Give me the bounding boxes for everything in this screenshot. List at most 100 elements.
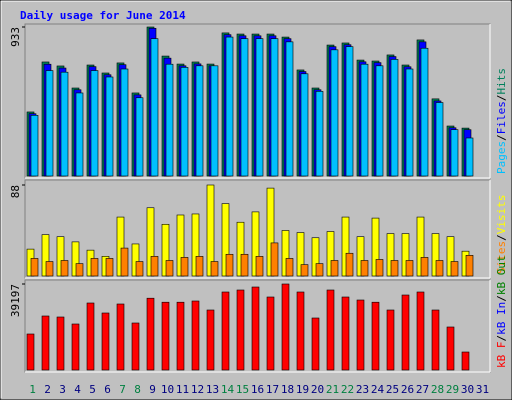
bar	[386, 233, 395, 277]
bar	[146, 297, 155, 371]
bar	[251, 211, 260, 277]
bar	[56, 316, 65, 371]
bar	[420, 47, 429, 177]
bar	[75, 263, 84, 277]
bar	[401, 294, 410, 371]
bar	[431, 309, 440, 371]
bar	[450, 261, 459, 277]
bar	[135, 97, 144, 177]
bar	[255, 38, 264, 177]
bar	[285, 258, 294, 277]
bar	[75, 92, 84, 177]
bar	[131, 243, 140, 277]
bar	[375, 259, 384, 277]
legend-separator: /	[495, 234, 508, 241]
bar	[161, 223, 170, 277]
bar	[60, 260, 69, 277]
x-tick-label: 3	[59, 383, 66, 396]
x-tick-label: 11	[176, 383, 189, 396]
x-tick-label: 6	[104, 383, 111, 396]
x-tick-label: 23	[356, 383, 369, 396]
legend-entry: Hits	[495, 68, 508, 95]
legend-separator: /	[495, 335, 508, 342]
bar	[135, 261, 144, 277]
bar	[86, 302, 95, 371]
bar	[180, 67, 189, 177]
x-tick-label: 5	[89, 383, 96, 396]
bar	[375, 65, 384, 177]
x-tick-label: 10	[161, 383, 174, 396]
bar	[105, 258, 114, 277]
bar	[131, 322, 140, 371]
legend-entry: Files	[495, 101, 508, 134]
bar	[120, 68, 129, 177]
bar	[206, 309, 215, 371]
legend-entry: Sites	[495, 241, 508, 274]
bar	[191, 213, 200, 277]
x-tick-label: 19	[296, 383, 309, 396]
legend-entry: kB In	[495, 302, 508, 335]
bar	[326, 231, 335, 277]
bar	[176, 214, 185, 277]
bar	[330, 260, 339, 277]
bar	[41, 315, 50, 371]
y-tick-label: 933	[9, 27, 22, 47]
bar	[221, 203, 230, 277]
bar	[416, 291, 425, 371]
bar	[45, 261, 54, 277]
x-tick-label: 22	[341, 383, 354, 396]
bar	[195, 65, 204, 177]
bar	[300, 264, 309, 277]
x-tick-label: 24	[371, 383, 385, 396]
bar	[266, 187, 275, 277]
bar	[26, 333, 35, 371]
x-tick-label: 26	[401, 383, 414, 396]
bar	[240, 253, 249, 277]
bar	[285, 41, 294, 177]
bar	[461, 351, 470, 371]
bar	[360, 260, 369, 277]
bar	[311, 317, 320, 371]
x-tick-label: 30	[461, 383, 474, 396]
bar	[101, 312, 110, 371]
bar	[435, 102, 444, 177]
bar	[315, 91, 324, 177]
bar	[465, 255, 474, 277]
bar	[390, 59, 399, 177]
bar	[176, 301, 185, 371]
bar	[270, 242, 279, 277]
bar	[161, 301, 170, 371]
bar	[41, 234, 50, 277]
bar	[405, 68, 414, 177]
legend-separator: /	[495, 95, 508, 102]
x-tick-label: 9	[149, 383, 156, 396]
x-tick-label: 29	[446, 383, 459, 396]
x-tick-label: 25	[386, 383, 399, 396]
bar	[116, 303, 125, 371]
bar	[281, 283, 290, 371]
bar	[450, 129, 459, 177]
bar	[446, 236, 455, 277]
bar	[390, 260, 399, 277]
bar	[315, 263, 324, 277]
bar	[431, 233, 440, 277]
bar	[236, 221, 245, 277]
x-tick-label: 31	[476, 383, 489, 396]
bar	[326, 289, 335, 371]
x-tick-label: 8	[134, 383, 141, 396]
bar	[296, 232, 305, 277]
x-tick-label: 17	[266, 383, 279, 396]
bar	[356, 299, 365, 371]
bar	[150, 256, 159, 277]
x-tick-label: 1	[29, 383, 36, 396]
bar	[206, 184, 215, 277]
bar	[180, 257, 189, 277]
legend: Sites/Visits	[495, 195, 508, 275]
bar	[105, 76, 114, 177]
x-tick-label: 15	[236, 383, 249, 396]
bar	[225, 36, 234, 177]
bar	[240, 38, 249, 177]
bar	[221, 291, 230, 371]
y-tick-label: 88	[9, 185, 22, 198]
